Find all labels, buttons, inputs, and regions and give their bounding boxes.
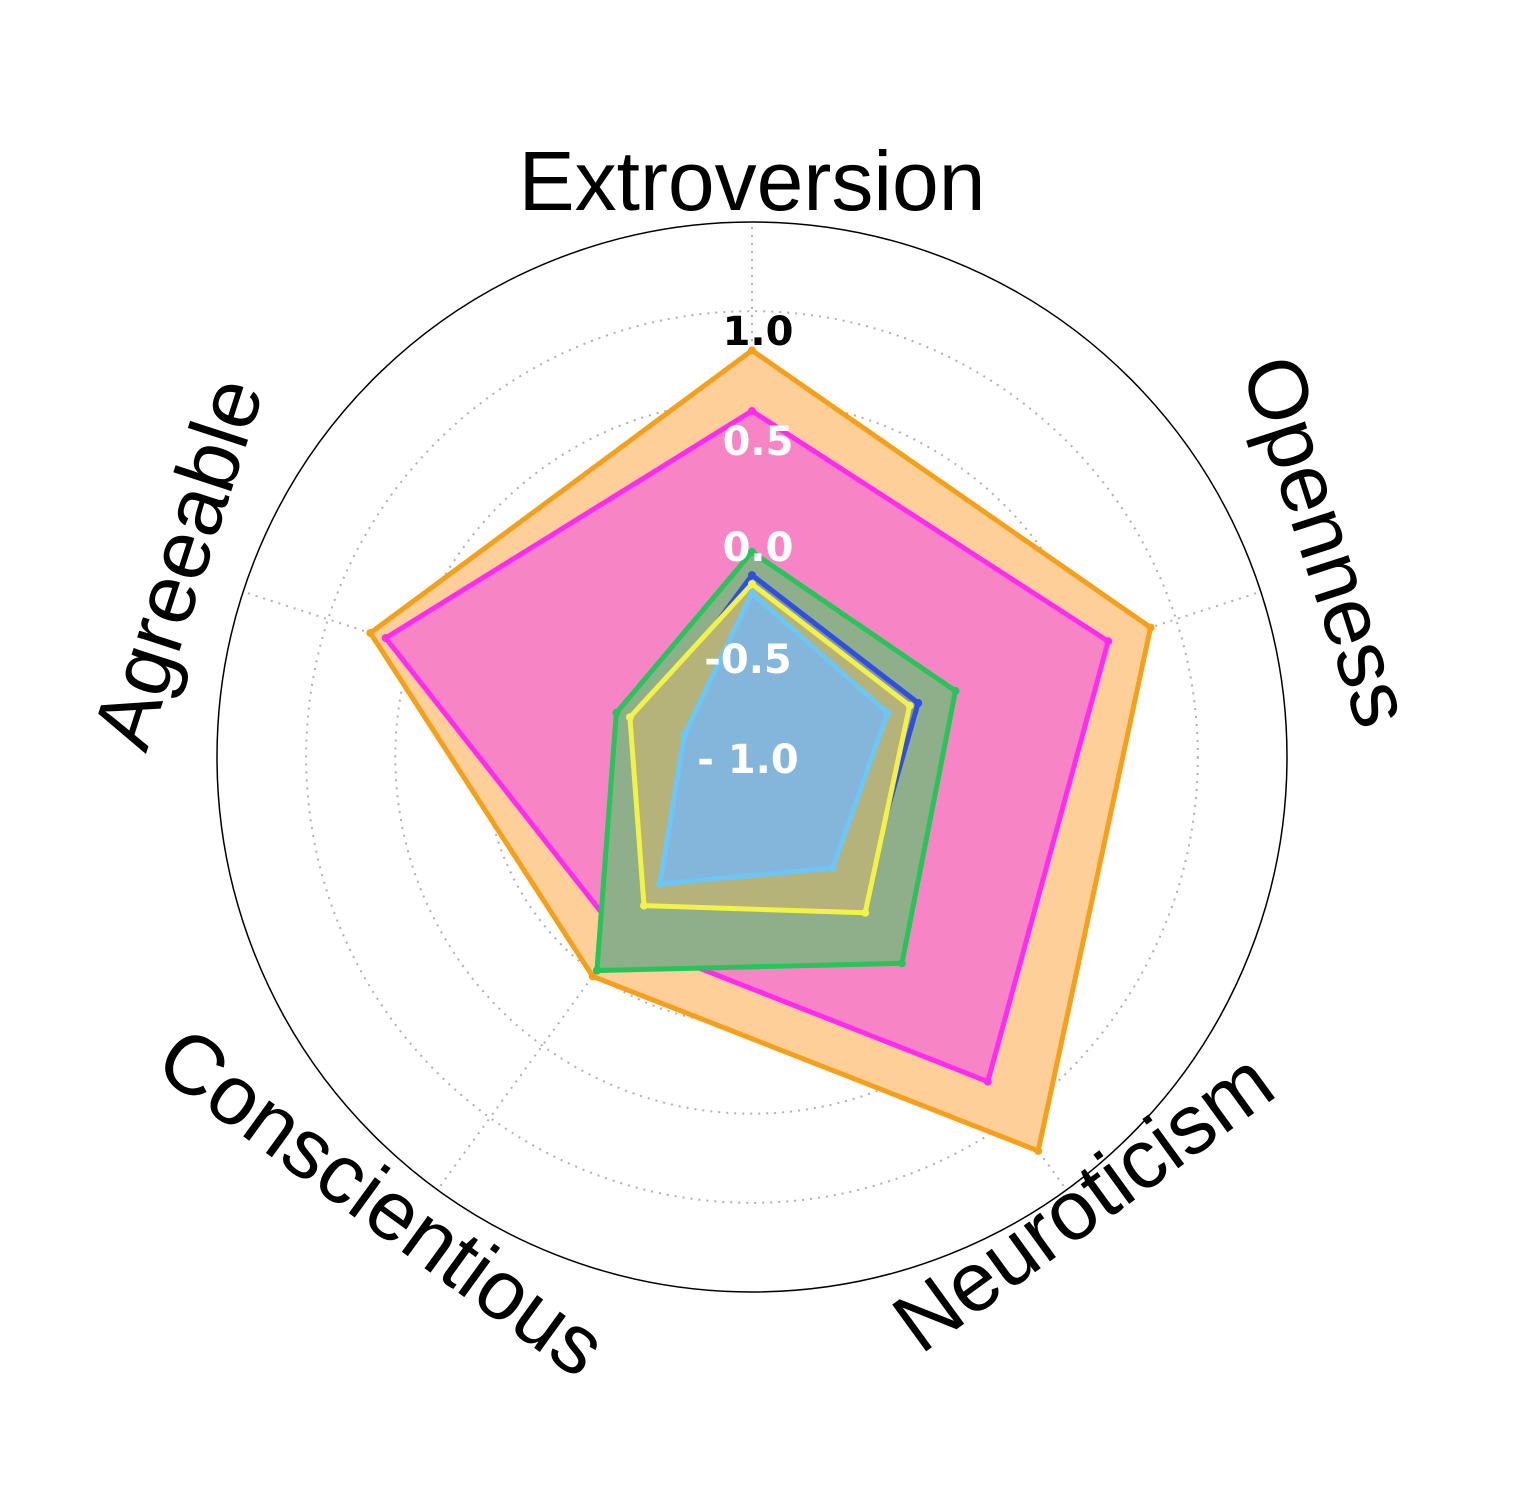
r-tick-label-minus-1: - 1.0 (697, 737, 798, 783)
circular-gridline (305, 310, 1199, 1204)
series-3-point-0 (748, 571, 756, 580)
series-5-point-4 (680, 731, 689, 739)
series-5-point-1 (883, 708, 892, 717)
series-0-point-4 (366, 629, 375, 637)
axis-label-extroversion: Extroversion (519, 134, 986, 228)
series-2-point-0 (748, 547, 756, 556)
series-2-line (594, 548, 959, 974)
series-3-point-1 (914, 699, 923, 707)
series-0-point-2 (1034, 1146, 1043, 1155)
series-1-point-4 (381, 634, 390, 642)
outer-frame-circle (216, 221, 1288, 1293)
series-1-point-0 (748, 407, 756, 415)
series-0-point-3 (588, 972, 597, 981)
series-1-line (382, 408, 1112, 1085)
series-4-line (627, 580, 913, 916)
series-0-point-1 (1146, 623, 1155, 632)
series-0-line (367, 347, 1154, 1155)
series-2-point-1 (951, 686, 960, 695)
series-1-point-2 (983, 1077, 992, 1086)
series-4-point-0 (748, 580, 756, 588)
axis-label-agreeable: Agreeable (74, 366, 282, 759)
series-5-point-2 (828, 864, 837, 873)
axis-label-conscientious: Conscientious (141, 1008, 623, 1394)
series-4-point-2 (861, 908, 870, 917)
r-tick-label-1: 1.0 (723, 309, 794, 355)
r-tick-label-0: 0.0 (723, 525, 794, 571)
series-1-point-1 (1104, 637, 1113, 646)
series-5-line (656, 588, 891, 887)
series-layer (366, 346, 1155, 1155)
series-2-point-4 (612, 708, 621, 717)
series-4-point-3 (640, 901, 648, 910)
r-tick-label-0.5: 0.5 (723, 419, 794, 465)
r-tick-label-minus-0.5: -0.5 (704, 637, 791, 683)
axis-label-openness: Openness (1224, 344, 1432, 737)
tick-label-layer: 1.0 0.5 0.0 -0.5 - 1.0 (697, 309, 798, 783)
series-5-point-3 (655, 880, 664, 888)
series-5-point-0 (748, 588, 756, 597)
series-4-point-4 (625, 713, 634, 722)
series-2-point-3 (592, 966, 601, 975)
series-2-point-2 (897, 959, 906, 968)
series-0-point-0 (748, 346, 756, 355)
series-4-point-1 (905, 701, 914, 710)
